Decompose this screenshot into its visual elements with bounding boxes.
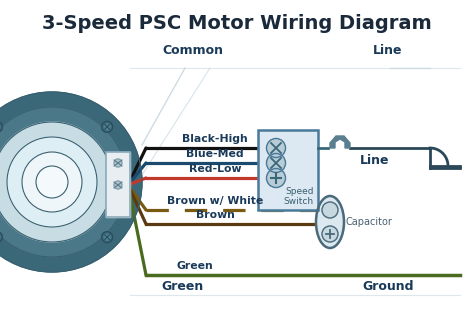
Circle shape — [0, 122, 112, 242]
Circle shape — [114, 181, 122, 189]
Circle shape — [104, 234, 110, 240]
Text: Black-High: Black-High — [182, 134, 248, 144]
Text: Brown: Brown — [196, 210, 235, 220]
Text: Common: Common — [163, 44, 224, 57]
Text: 3-Speed PSC Motor Wiring Diagram: 3-Speed PSC Motor Wiring Diagram — [42, 14, 432, 33]
Text: Line: Line — [373, 44, 403, 57]
Text: Brown w/ White: Brown w/ White — [167, 196, 263, 206]
Bar — [106, 152, 130, 217]
Circle shape — [0, 232, 2, 243]
Ellipse shape — [316, 196, 344, 248]
Circle shape — [0, 92, 142, 272]
Text: Speed
Switch: Speed Switch — [284, 187, 314, 206]
Circle shape — [114, 159, 122, 167]
Text: Blue-Med: Blue-Med — [186, 149, 244, 159]
Bar — [258, 130, 318, 210]
Text: Green: Green — [177, 261, 213, 271]
Circle shape — [266, 154, 285, 172]
Circle shape — [266, 168, 285, 187]
Circle shape — [266, 138, 285, 158]
Text: Green: Green — [162, 280, 204, 293]
Circle shape — [322, 226, 338, 242]
Bar — [258, 130, 318, 210]
Circle shape — [101, 232, 113, 243]
Polygon shape — [330, 136, 350, 148]
Circle shape — [7, 137, 97, 227]
Circle shape — [101, 121, 113, 132]
Circle shape — [322, 202, 338, 218]
Text: Ground: Ground — [362, 280, 414, 293]
Circle shape — [22, 152, 82, 212]
Circle shape — [0, 121, 2, 132]
Text: Line: Line — [360, 154, 390, 167]
Text: Capacitor: Capacitor — [346, 217, 393, 227]
Text: Red-Low: Red-Low — [189, 164, 241, 174]
Circle shape — [36, 166, 68, 198]
Circle shape — [0, 107, 127, 257]
Bar — [106, 152, 130, 217]
Circle shape — [104, 124, 110, 130]
